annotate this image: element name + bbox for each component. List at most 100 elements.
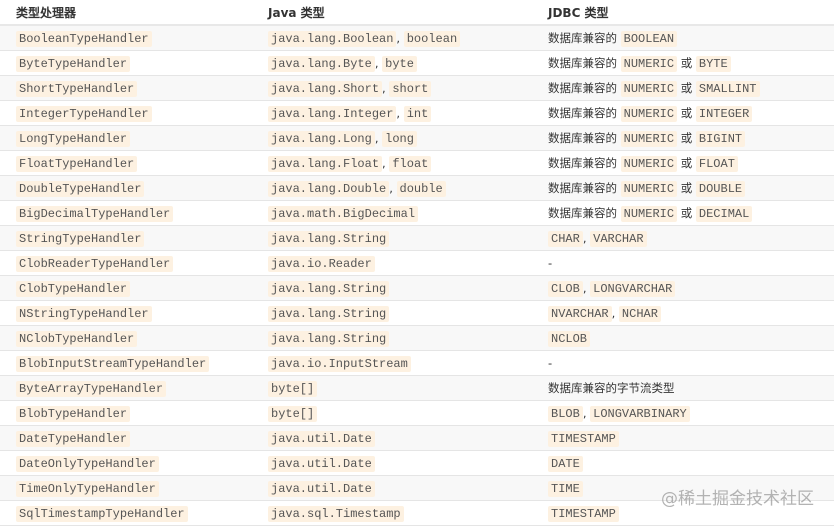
jdbc-type-cell: 数据库兼容的 NUMERIC 或 SMALLINT <box>532 75 834 101</box>
code-text: double <box>396 180 446 197</box>
code-text: BLOB <box>548 405 583 422</box>
java-type-cell: java.io.InputStream <box>252 350 532 376</box>
code-text: BigDecimalTypeHandler <box>16 205 174 222</box>
table-row: StringTypeHandler java.lang.String CHAR, V… <box>0 225 834 251</box>
type-handler-cell: NStringTypeHandler <box>0 300 252 326</box>
java-type-cell: java.util.Date <box>252 450 532 476</box>
code-text: java.lang.Float <box>268 155 383 172</box>
watermark: @稀土掘金技术社区 <box>661 489 814 509</box>
jdbc-type-cell: - <box>532 350 834 376</box>
code-text: LongTypeHandler <box>16 130 131 147</box>
jdbc-type-cell: 数据库兼容的 NUMERIC 或 DOUBLE <box>532 175 834 201</box>
java-type-cell: java.util.Date <box>252 425 532 451</box>
table-row: ClobReaderTypeHandler java.io.Reader - <box>0 250 834 276</box>
header-java-type: Java 类型 <box>252 0 532 26</box>
code-text: DOUBLE <box>695 181 746 197</box>
code-text: java.math.BigDecimal <box>268 205 419 222</box>
table-row: DoubleTypeHandler java.lang.Double, doubl… <box>0 175 834 201</box>
table-row: BlobTypeHandler byte[] BLOB, LONGVARBINARY <box>0 400 834 426</box>
type-handler-cell: BlobTypeHandler <box>0 400 252 426</box>
code-text: ShortTypeHandler <box>16 80 138 97</box>
java-type-cell: java.lang.Integer, int <box>252 100 532 126</box>
plain-text: - <box>548 356 553 370</box>
jdbc-type-cell: 数据库兼容的 BOOLEAN <box>532 25 834 51</box>
plain-text: 数据库兼容的 <box>548 181 621 195</box>
code-text: java.io.InputStream <box>268 355 411 372</box>
java-type-cell: java.lang.String <box>252 275 532 301</box>
plain-text: , <box>582 405 591 420</box>
table-row: DateTypeHandler java.util.Date TIMESTAMP <box>0 425 834 451</box>
header-jdbc-type: JDBC 类型 <box>532 0 834 26</box>
plain-text: , <box>389 180 397 195</box>
code-text: StringTypeHandler <box>16 230 145 247</box>
code-text: NUMERIC <box>620 56 678 72</box>
code-text: IntegerTypeHandler <box>16 105 152 122</box>
type-handler-cell: NClobTypeHandler <box>0 325 252 351</box>
table-row: ByteArrayTypeHandler byte[] 数据库兼容的字节流类型 <box>0 375 834 401</box>
type-handler-cell: ShortTypeHandler <box>0 75 252 101</box>
code-text: CLOB <box>548 280 583 297</box>
code-text: java.io.Reader <box>268 255 375 272</box>
type-handler-cell: ClobReaderTypeHandler <box>0 250 252 276</box>
type-handler-cell: BlobInputStreamTypeHandler <box>0 350 252 376</box>
java-type-cell: byte[] <box>252 375 532 401</box>
plain-text: , <box>611 305 619 320</box>
type-handler-cell: ByteTypeHandler <box>0 50 252 76</box>
jdbc-type-cell: 数据库兼容的 NUMERIC 或 BYTE <box>532 50 834 76</box>
java-type-cell: java.lang.Long, long <box>252 125 532 151</box>
jdbc-type-cell: TIME <box>532 475 834 501</box>
code-text: VARCHAR <box>590 230 647 247</box>
jdbc-type-cell: - <box>532 250 834 276</box>
jdbc-type-cell: 数据库兼容的 NUMERIC 或 BIGINT <box>532 125 834 151</box>
plain-text: 数据库兼容的 <box>548 106 621 120</box>
type-handler-cell: ClobTypeHandler <box>0 275 252 301</box>
code-text: NUMERIC <box>620 131 678 147</box>
type-handler-cell: DoubleTypeHandler <box>0 175 252 201</box>
java-type-cell: java.util.Date <box>252 475 532 501</box>
plain-text: , <box>382 155 390 170</box>
jdbc-type-cell: TIMESTAMP <box>532 425 834 451</box>
jdbc-type-cell: NVARCHAR, NCHAR <box>532 300 834 326</box>
jdbc-type-cell: BLOB, LONGVARBINARY <box>532 400 834 426</box>
code-text: NCLOB <box>548 330 591 347</box>
java-type-cell: byte[] <box>252 400 532 426</box>
plain-text: 数据库兼容的 <box>548 156 621 170</box>
code-text: NUMERIC <box>620 106 678 122</box>
plain-text: , <box>396 30 404 45</box>
code-text: java.lang.Short <box>268 80 383 97</box>
code-text: BOOLEAN <box>620 31 678 47</box>
jdbc-type-cell: 数据库兼容的 NUMERIC 或 INTEGER <box>532 100 834 126</box>
type-handler-cell: FloatTypeHandler <box>0 150 252 176</box>
table-header-row: 类型处理器 Java 类型 JDBC 类型 <box>0 0 834 26</box>
java-type-cell: java.lang.Short, short <box>252 75 532 101</box>
code-text: TimeOnlyTypeHandler <box>16 480 159 497</box>
code-text: byte <box>382 55 417 72</box>
jdbc-type-cell: DATE <box>532 450 834 476</box>
code-text: SMALLINT <box>695 81 760 97</box>
plain-text: 或 <box>677 81 696 95</box>
code-text: DoubleTypeHandler <box>16 180 145 197</box>
table-row: ShortTypeHandler java.lang.Short, short 数据… <box>0 75 834 101</box>
java-type-cell: java.lang.String <box>252 325 532 351</box>
plain-text: 或 <box>677 206 696 220</box>
code-text: NClobTypeHandler <box>16 330 138 347</box>
plain-text: , <box>374 130 383 145</box>
header-type-handler: 类型处理器 <box>0 0 252 26</box>
type-handler-cell: ByteArrayTypeHandler <box>0 375 252 401</box>
code-text: NCHAR <box>618 305 661 322</box>
table-row: NStringTypeHandler java.lang.String NVARCH… <box>0 300 834 326</box>
code-text: BooleanTypeHandler <box>16 30 152 47</box>
java-type-cell: java.lang.String <box>252 300 532 326</box>
java-type-cell: java.lang.Double, double <box>252 175 532 201</box>
java-type-cell: java.math.BigDecimal <box>252 200 532 226</box>
type-handler-cell: StringTypeHandler <box>0 225 252 251</box>
jdbc-type-cell: 数据库兼容的 NUMERIC 或 DECIMAL <box>532 200 834 226</box>
table-row: BlobInputStreamTypeHandler java.io.InputS… <box>0 350 834 376</box>
code-text: NStringTypeHandler <box>16 305 152 322</box>
type-handler-cell: LongTypeHandler <box>0 125 252 151</box>
code-text: java.lang.Byte <box>268 55 375 72</box>
code-text: java.util.Date <box>268 430 375 447</box>
java-type-cell: java.lang.Float, float <box>252 150 532 176</box>
plain-text: , <box>374 55 383 70</box>
